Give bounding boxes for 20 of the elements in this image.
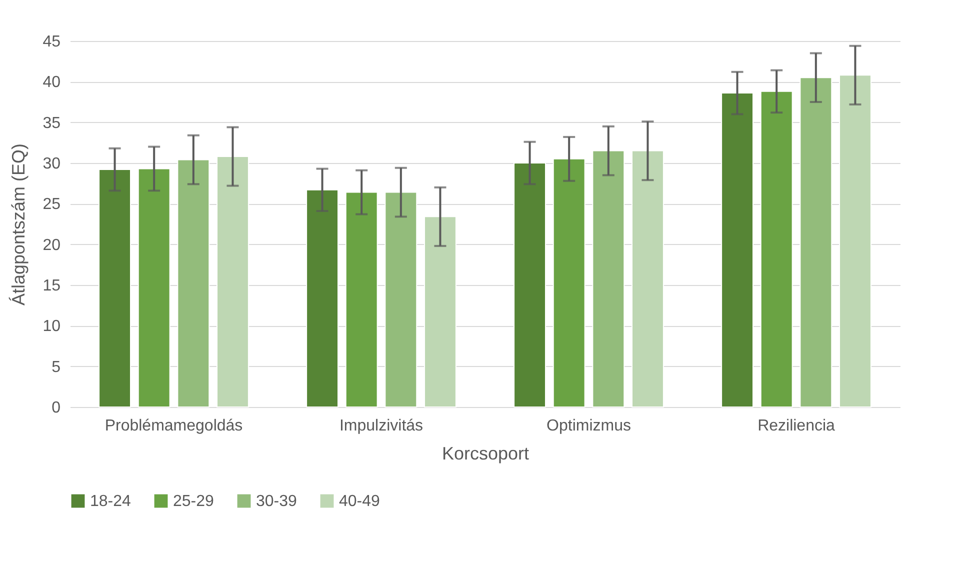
y-tick-label: 10 <box>42 318 61 336</box>
x-tick-label: Problémamegoldás <box>104 418 243 434</box>
x-tick-label: Optimizmus <box>546 418 631 434</box>
legend-label: 40-49 <box>339 493 380 510</box>
legend-label: 18-24 <box>90 493 132 510</box>
x-tick-label: Impulzivitás <box>339 418 424 434</box>
x-axis-title: Korcsoport <box>442 444 530 464</box>
y-axis-title: Átlagpontszám (EQ) <box>8 143 29 306</box>
legend-label: 30-39 <box>256 493 298 510</box>
y-tick-label: 20 <box>42 236 61 254</box>
y-tick-label: 45 <box>42 34 61 50</box>
y-tick-label: 25 <box>42 196 61 214</box>
y-tick-label: 40 <box>42 74 61 92</box>
legend-label: 25-29 <box>173 493 214 510</box>
y-tick-label: 0 <box>52 400 61 416</box>
x-tick-label: Reziliencia <box>758 418 836 434</box>
y-tick-label: 35 <box>42 114 61 132</box>
y-tick-label: 15 <box>42 278 61 294</box>
y-tick-label: 5 <box>52 358 61 376</box>
y-tick-label: 30 <box>42 156 61 172</box>
